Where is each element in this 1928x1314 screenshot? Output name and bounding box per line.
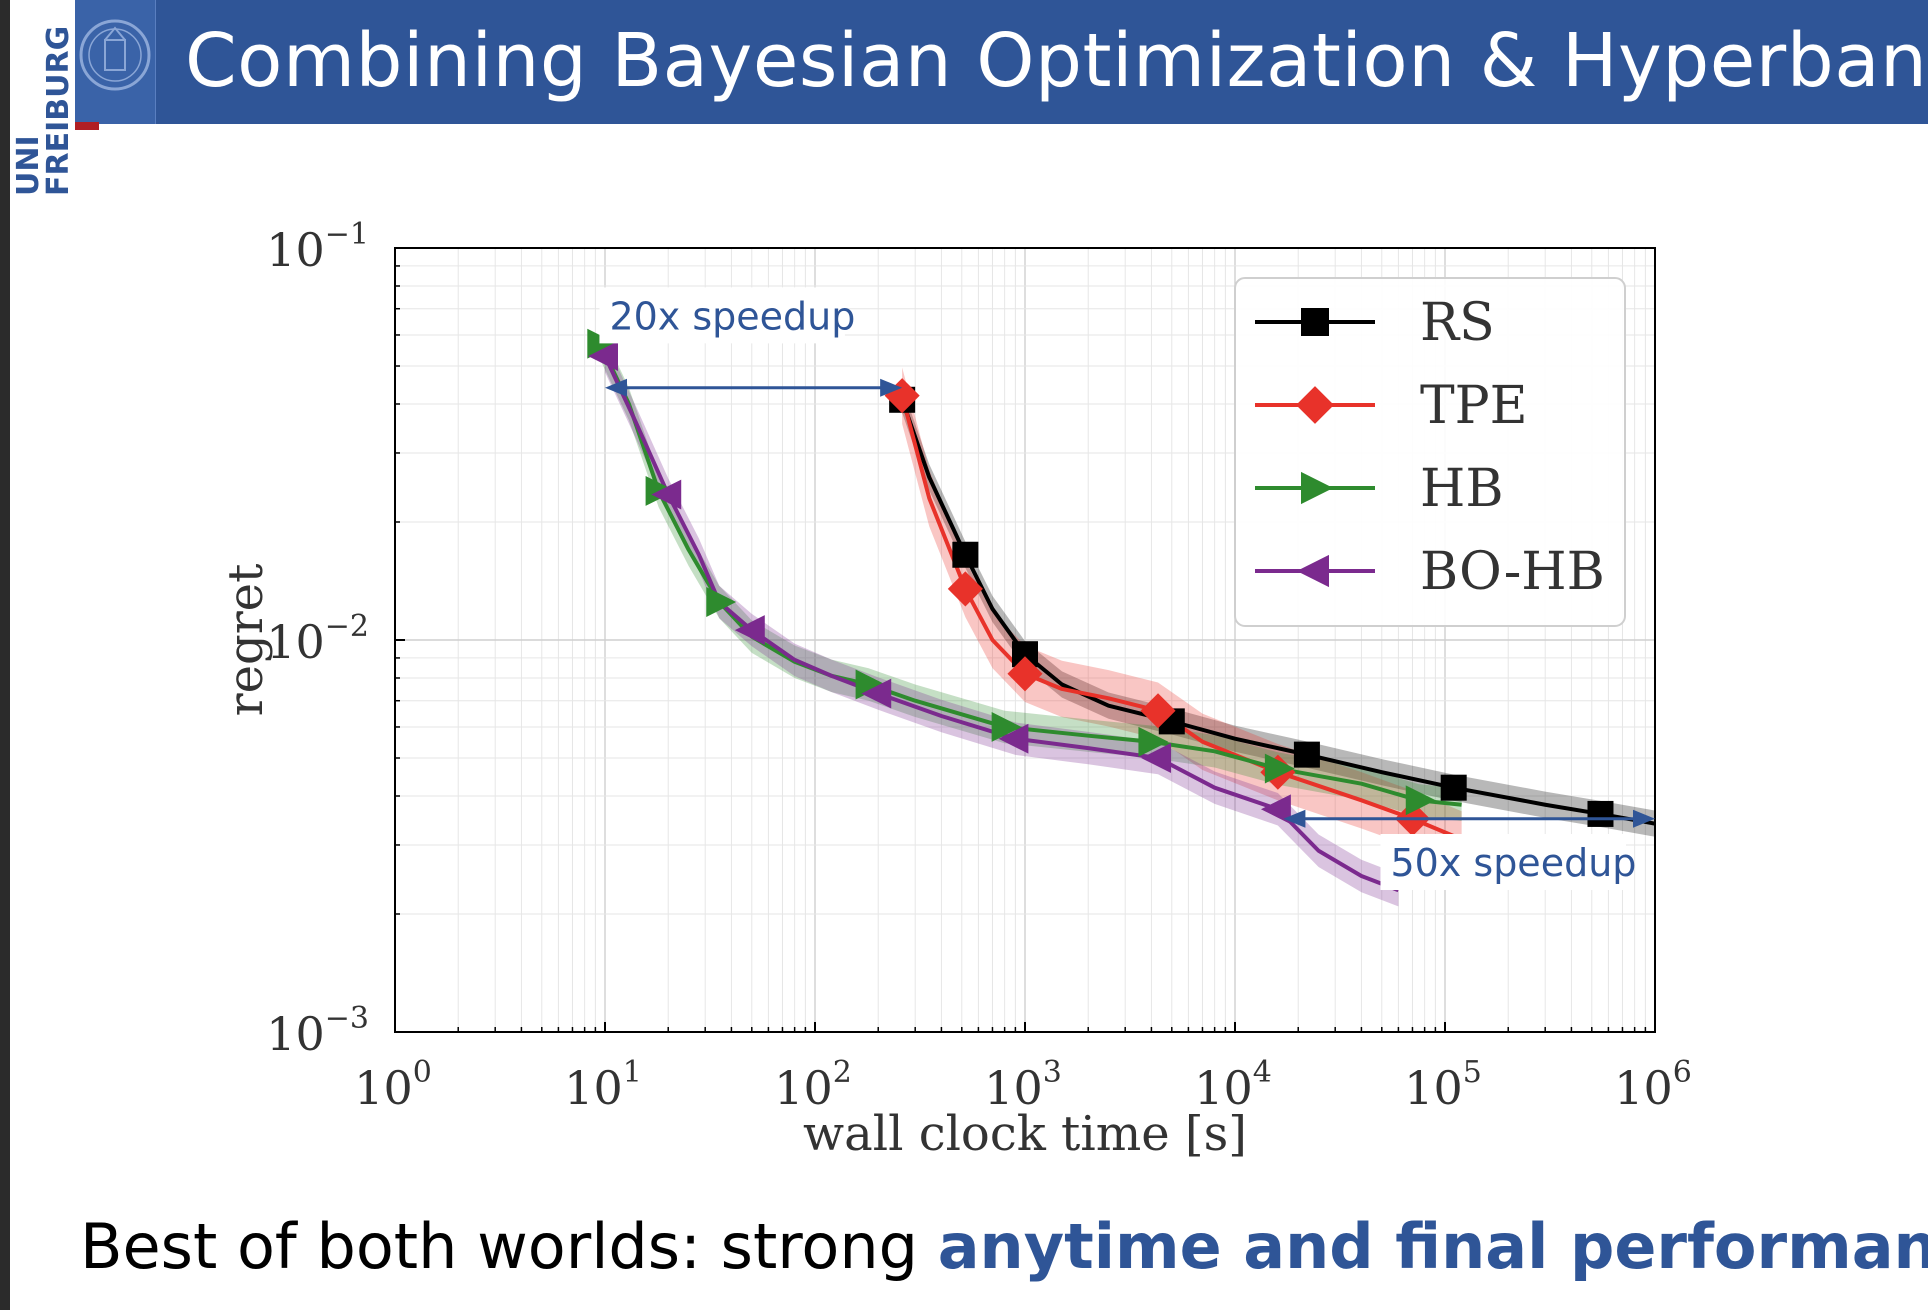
university-seal-icon — [75, 0, 156, 124]
series-point-rs — [952, 541, 979, 568]
left-edge-strip — [0, 0, 10, 1310]
speedup-label: 50x speedup — [1390, 841, 1636, 885]
series-point-bo-hb — [1260, 794, 1291, 825]
y-tick-exp: −3 — [325, 1001, 369, 1036]
x-tick-exp: 3 — [1043, 1055, 1062, 1090]
series-point-hb — [991, 712, 1022, 742]
series-point-hb — [587, 328, 618, 359]
series-point-bo-hb — [734, 615, 765, 646]
legend-marker-hb — [1301, 471, 1334, 505]
legend-marker-tpe — [1296, 386, 1334, 424]
speedup-arrow-head-right — [1633, 809, 1655, 828]
legend-marker-rs — [1301, 308, 1329, 336]
x-tick-label: 102 — [774, 1055, 852, 1115]
x-tick-exp: 0 — [413, 1055, 432, 1090]
x-tick-label: 105 — [1404, 1055, 1482, 1115]
x-tick-exp: 6 — [1673, 1055, 1692, 1090]
x-tick-base: 10 — [354, 1061, 413, 1115]
speedup-label: 20x speedup — [609, 294, 855, 338]
x-axis-label: wall clock time [s] — [803, 1106, 1247, 1162]
series-point-bo-hb — [651, 479, 682, 510]
speedup-arrow-head-right — [880, 378, 903, 397]
x-tick-label: 106 — [1614, 1055, 1692, 1115]
series-band-bo-hb — [605, 339, 1399, 907]
y-tick-base: 10 — [266, 1007, 325, 1061]
series-point-bo-hb — [998, 723, 1029, 754]
y-tick-label: 10−3 — [266, 1001, 369, 1061]
y-tick-base: 10 — [266, 615, 325, 669]
speedup-arrow-head-left — [1283, 809, 1306, 828]
series-point-hb — [855, 669, 886, 700]
logo-red-bar — [75, 122, 99, 130]
x-tick-label: 103 — [984, 1055, 1062, 1115]
y-tick-base: 10 — [266, 223, 325, 277]
caption-prefix: Best of both worlds: strong — [80, 1210, 938, 1283]
y-tick-exp: −2 — [325, 609, 369, 644]
x-tick-exp: 2 — [833, 1055, 852, 1090]
series-point-tpe — [884, 378, 920, 414]
series-point-bo-hb — [588, 341, 618, 372]
slide-caption: Best of both worlds: strong anytime and … — [80, 1210, 1928, 1283]
series-point-bo-hb — [861, 678, 892, 709]
x-tick-base: 10 — [1194, 1061, 1253, 1115]
series-point-hb — [1138, 726, 1169, 757]
series-point-rs — [1440, 774, 1467, 801]
caption-highlight: anytime and final performance — [937, 1210, 1928, 1283]
legend-label-hb: HB — [1420, 459, 1504, 519]
speedup-label-bg — [599, 287, 845, 344]
series-point-hb — [1405, 785, 1436, 816]
x-tick-base: 10 — [774, 1061, 833, 1115]
legend-marker-bo-hb — [1296, 554, 1329, 588]
series-point-tpe — [1140, 693, 1176, 729]
y-tick-label: 10−1 — [266, 217, 369, 277]
legend-label-rs: RS — [1420, 293, 1495, 353]
y-axis-label: regret — [218, 564, 274, 717]
x-tick-base: 10 — [564, 1061, 623, 1115]
slide-header: Combining Bayesian Optimization & Hyperb… — [75, 0, 1928, 124]
x-tick-label: 104 — [1194, 1055, 1272, 1115]
series-point-tpe — [1007, 656, 1043, 692]
series-point-tpe — [947, 571, 983, 607]
series-point-hb — [706, 587, 737, 617]
x-tick-exp: 5 — [1463, 1055, 1482, 1090]
speedup-label-bg — [1380, 834, 1626, 891]
series-point-rs — [1587, 800, 1614, 827]
series-point-hb — [1264, 753, 1295, 784]
legend-box — [1234, 277, 1626, 627]
speedup-arrow-head-left — [605, 378, 627, 397]
x-tick-exp: 1 — [623, 1055, 642, 1090]
legend-label-bo-hb: BO-HB — [1420, 542, 1605, 602]
legend-label-tpe: TPE — [1420, 376, 1528, 436]
x-tick-exp: 4 — [1253, 1055, 1272, 1090]
x-tick-label: 100 — [354, 1055, 432, 1115]
x-tick-base: 10 — [1614, 1061, 1673, 1115]
y-tick-label: 10−2 — [266, 609, 369, 669]
slide-title: Combining Bayesian Optimization & Hyperb… — [185, 18, 1928, 104]
x-tick-base: 10 — [984, 1061, 1043, 1115]
series-point-bo-hb — [1141, 743, 1172, 773]
x-tick-label: 101 — [564, 1055, 642, 1115]
y-tick-exp: −1 — [325, 217, 369, 252]
series-point-rs — [1293, 741, 1320, 768]
x-tick-base: 10 — [1404, 1061, 1463, 1115]
